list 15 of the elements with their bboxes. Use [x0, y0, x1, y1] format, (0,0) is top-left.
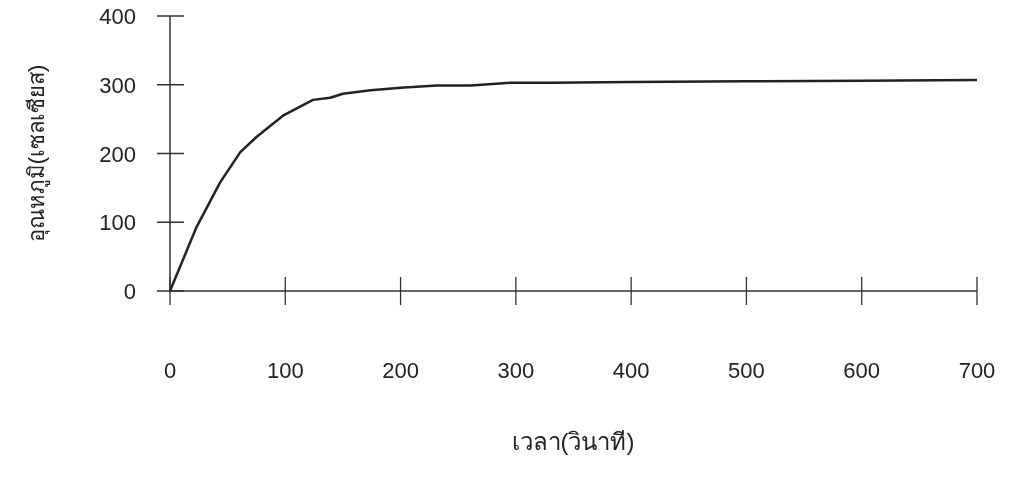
x-axis-title: เวลา(วินาที)	[511, 428, 635, 455]
x-tick-label: 300	[497, 358, 535, 383]
x-tick-label: 700	[958, 358, 996, 383]
y-tick-label: 200	[99, 141, 136, 167]
x-tick-label: 600	[843, 358, 881, 383]
y-tick-label: 300	[99, 72, 136, 98]
x-tick-label: 100	[266, 358, 304, 383]
y-tick-label: 400	[99, 4, 136, 29]
x-tick-label: 200	[382, 358, 419, 383]
y-tick-label: 100	[99, 210, 136, 236]
x-tick-label: 500	[728, 358, 765, 383]
x-tick-label: 0	[163, 358, 177, 383]
x-tick-label: 400	[612, 358, 650, 383]
y-axis-title: อุณหภูมิ(เซลเซียส)	[24, 64, 50, 243]
y-tick-label: 0	[123, 279, 136, 304]
